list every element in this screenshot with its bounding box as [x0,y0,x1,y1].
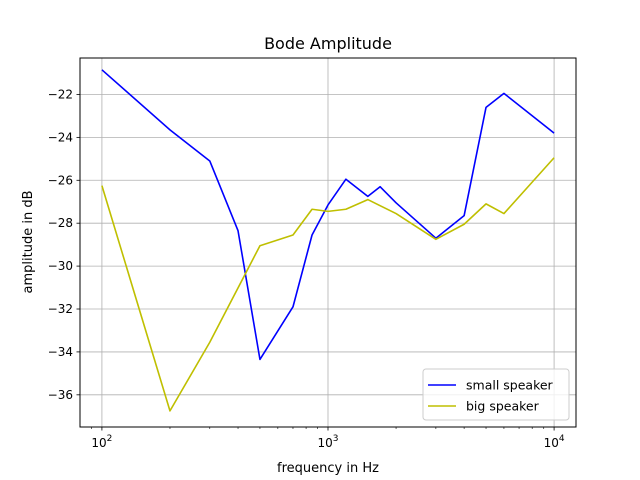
legend-frame [422,368,570,421]
y-tick-label: −30 [48,259,73,273]
y-tick-label: −34 [48,345,73,359]
y-tick-label: −32 [48,302,73,316]
ticks: 102 103 104 −22 −24 −26 −28 −30 −32 −34 −36 [48,87,565,450]
x-tick-label: 103 [317,434,338,450]
y-tick-label: −28 [48,216,73,230]
legend-label: big speaker [466,399,540,414]
series-line-small-speaker [101,69,555,361]
x-axis-label: frequency in Hz [277,461,379,476]
x-tick-label: 102 [91,434,112,450]
grid [80,58,576,427]
y-tick-label: −36 [48,388,73,402]
y-tick-label: −24 [48,130,73,144]
legend: small speaker big speaker [422,368,570,421]
y-axis-label: amplitude in dB [21,191,36,294]
chart-title: Bode Amplitude [264,34,392,53]
series-layer [101,69,555,412]
y-tick-label: −26 [48,173,73,187]
x-tick-label: 104 [544,434,565,450]
series-line-big-speaker [101,157,555,412]
legend-label: small speaker [466,378,554,393]
y-tick-label: −22 [48,87,73,101]
